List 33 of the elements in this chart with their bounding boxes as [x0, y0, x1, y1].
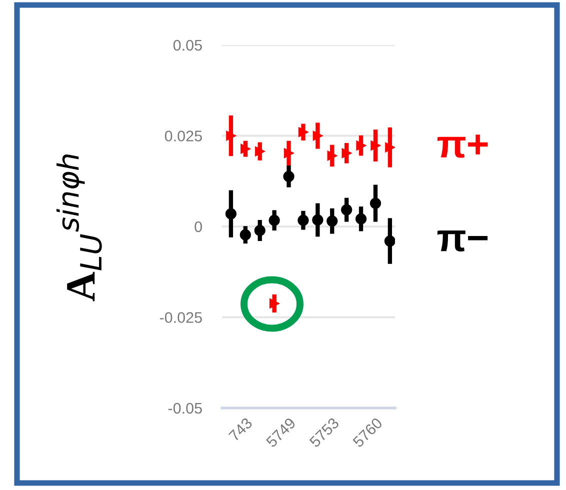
point	[225, 208, 237, 220]
series-label: π+	[437, 134, 488, 158]
point	[255, 146, 265, 156]
point	[370, 198, 382, 209]
point	[355, 213, 367, 224]
point	[341, 204, 352, 216]
point	[254, 224, 266, 236]
point	[385, 142, 395, 152]
point	[327, 150, 337, 161]
point	[283, 170, 294, 182]
y-tick-label: -0.025	[160, 312, 202, 323]
point	[240, 229, 251, 240]
y-tick-label: -0.05	[168, 402, 202, 414]
y-tick-label: 0.025	[164, 130, 202, 142]
point	[342, 148, 352, 158]
point	[326, 216, 338, 227]
y-axis-title: A$_{LU}$$^{sinφh}$	[56, 154, 102, 302]
point	[284, 148, 294, 158]
point	[298, 214, 309, 226]
y-tick-label: 0.05	[173, 40, 202, 51]
point	[226, 130, 236, 141]
point	[370, 140, 380, 150]
point	[312, 214, 324, 226]
x-tick-label: 743	[228, 417, 253, 442]
point	[268, 214, 280, 226]
point	[356, 140, 366, 150]
y-tick-label: 0	[194, 221, 202, 232]
point	[298, 127, 308, 137]
point	[384, 235, 395, 247]
point	[269, 298, 280, 308]
series-label: π−	[437, 230, 488, 252]
point	[312, 130, 323, 141]
point	[240, 144, 250, 154]
